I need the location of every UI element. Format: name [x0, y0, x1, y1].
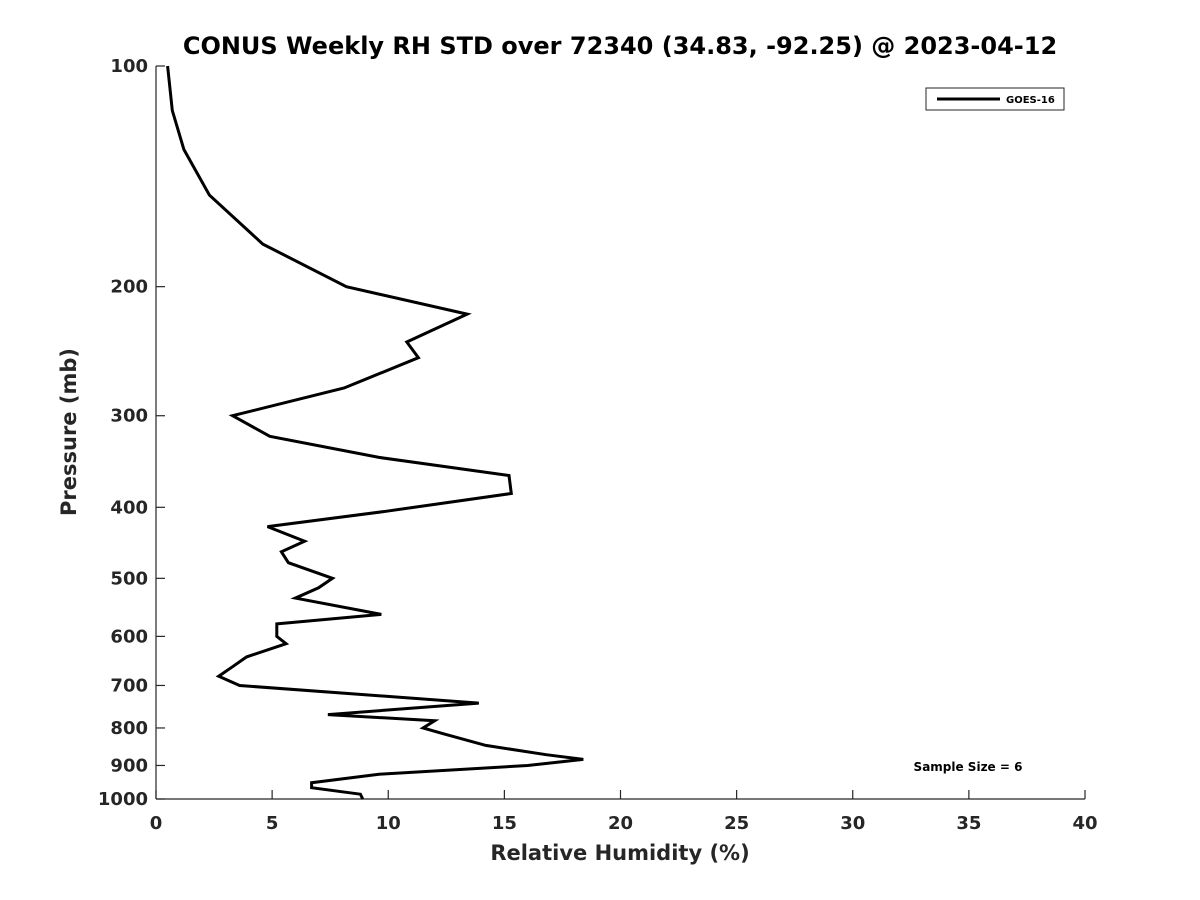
x-tick-label: 10: [376, 813, 401, 834]
x-tick-label: 40: [1072, 813, 1097, 834]
y-tick-label: 200: [110, 277, 148, 298]
y-tick-label: 600: [110, 626, 148, 647]
x-tick-label: 20: [608, 813, 633, 834]
y-tick-label: 800: [110, 718, 148, 739]
y-tick-label: 400: [110, 497, 148, 518]
x-tick-label: 30: [840, 813, 865, 834]
sample-size-annotation: Sample Size = 6: [914, 760, 1023, 774]
axes: 0 5 10 15 20 25 30 35 40 100 200 300 400 500 600 700 800…: [98, 56, 1098, 834]
y-tick-label: 500: [110, 568, 148, 589]
x-tick-label: 25: [724, 813, 749, 834]
y-tick-label: 700: [110, 675, 148, 696]
y-tick-label: 900: [110, 755, 148, 776]
y-tick-label: 300: [110, 406, 148, 427]
y-axis-label: Pressure (mb): [57, 348, 81, 516]
series-layer: [166, 65, 584, 800]
x-axis-label: Relative Humidity (%): [490, 841, 749, 865]
x-tick-label: 0: [150, 813, 163, 834]
x-tick-label: 15: [492, 813, 517, 834]
chart-title: CONUS Weekly RH STD over 72340 (34.83, -…: [183, 32, 1057, 60]
y-tick-label: 1000: [98, 789, 148, 810]
series-line-goes-16: [166, 65, 584, 800]
legend: GOES-16: [925, 87, 1065, 111]
x-tick-label: 5: [266, 813, 279, 834]
x-tick-label: 35: [956, 813, 981, 834]
legend-label-goes-16: GOES-16: [1006, 95, 1055, 106]
y-tick-label: 100: [110, 56, 148, 77]
